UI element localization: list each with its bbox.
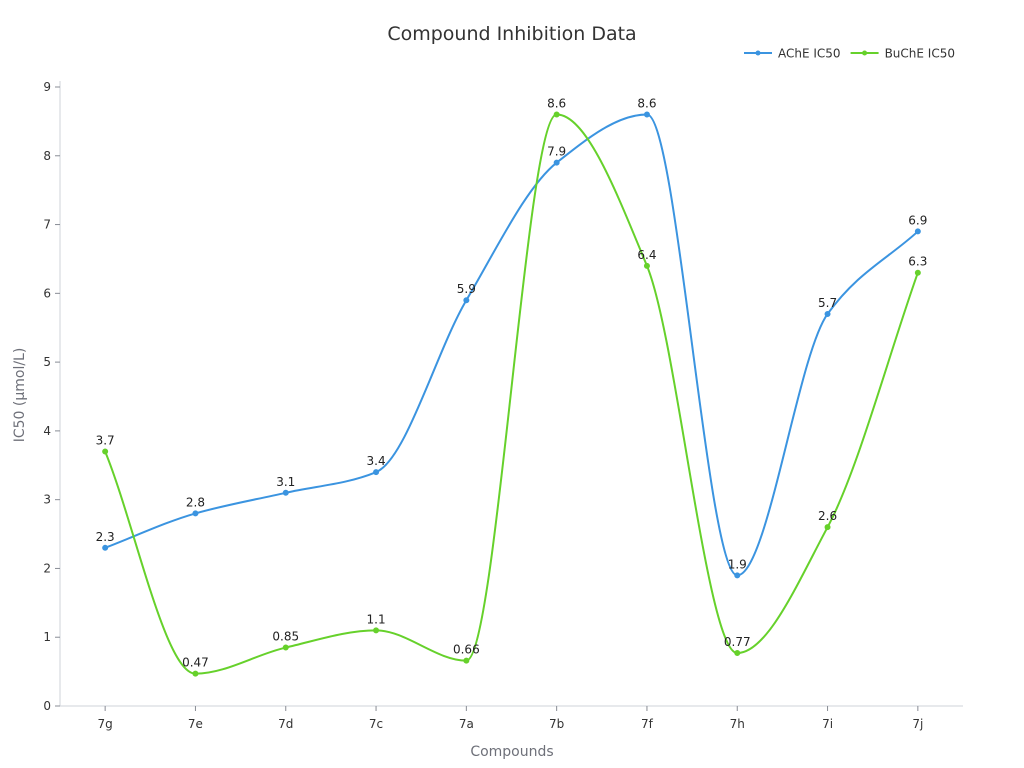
legend-label: AChE IC50	[778, 47, 841, 61]
buche-ic50-data-label: 0.85	[272, 630, 299, 644]
y-axis-title: IC50 (μmol/L)	[12, 348, 28, 443]
ache-ic50-point[interactable]	[282, 489, 289, 496]
x-tick-label: 7d	[278, 717, 293, 731]
data-labels-layer: 2.3 2.8 3.1 3.4 5.9 7.9 8.6 1.9 5.7 6.9 3.7 0.47 0.8…	[96, 97, 928, 670]
x-tick-label: 7h	[730, 717, 745, 731]
y-tick-label: 6	[43, 286, 51, 300]
y-tick-label: 3	[43, 493, 51, 507]
axes: 0 1 2 3 4 5 6 7 8 9 7g 7e 7d 7c 7a 7b 7f 7h 7i 7j	[43, 80, 963, 731]
buche-ic50-point[interactable]	[734, 650, 741, 657]
buche-ic50-point[interactable]	[102, 448, 109, 455]
y-tick-label: 1	[43, 630, 51, 644]
ache-ic50-point[interactable]	[553, 159, 560, 166]
buche-ic50-data-label: 0.47	[182, 656, 209, 670]
buche-ic50-data-label: 0.66	[453, 643, 480, 657]
x-tick-label: 7g	[98, 717, 113, 731]
x-axis-title: Compounds	[470, 744, 553, 760]
series-layer	[102, 111, 921, 677]
ache-ic50-data-label: 7.9	[547, 145, 566, 159]
ache-ic50-point[interactable]	[373, 469, 380, 476]
buche-ic50-point[interactable]	[463, 657, 470, 664]
x-tick-label: 7i	[822, 717, 833, 731]
ache-ic50-point[interactable]	[824, 310, 831, 317]
chart-title: Compound Inhibition Data	[387, 23, 636, 45]
legend-label: BuChE IC50	[885, 47, 955, 61]
ache-ic50-point[interactable]	[192, 510, 199, 517]
ache-ic50-data-label: 6.9	[908, 213, 927, 227]
ache-ic50-data-label: 8.6	[637, 97, 656, 111]
buche-ic50-data-label: 6.3	[908, 255, 927, 269]
x-tick-label: 7c	[369, 717, 383, 731]
ache-ic50-point[interactable]	[102, 544, 109, 551]
buche-ic50-point[interactable]	[373, 627, 380, 634]
y-tick-label: 9	[43, 80, 51, 94]
ache-ic50-line	[104, 113, 919, 577]
legend-swatch-point	[862, 50, 868, 56]
legend-swatch-point	[755, 50, 761, 56]
buche-ic50-line	[104, 113, 919, 675]
y-tick-label: 7	[43, 218, 51, 232]
buche-ic50-data-label: 8.6	[547, 97, 566, 111]
ache-ic50-data-label: 3.1	[276, 475, 295, 489]
ache-ic50-data-label: 1.9	[728, 557, 747, 571]
ache-ic50-data-label: 2.8	[186, 495, 205, 509]
x-tick-label: 7j	[912, 717, 923, 731]
x-tick-label: 7f	[641, 717, 654, 731]
ache-ic50-point[interactable]	[643, 111, 650, 118]
buche-ic50-data-label: 6.4	[637, 248, 656, 262]
legend[interactable]: AChE IC50 BuChE IC50	[744, 47, 955, 61]
ache-ic50-data-label: 2.3	[96, 530, 115, 544]
buche-ic50-point[interactable]	[282, 644, 289, 651]
buche-ic50-point[interactable]	[192, 670, 199, 677]
buche-ic50-data-label: 3.7	[96, 434, 115, 448]
buche-ic50-data-label: 0.77	[724, 635, 751, 649]
y-tick-label: 5	[43, 355, 51, 369]
ache-ic50-data-label: 5.7	[818, 296, 837, 310]
ache-ic50-data-label: 3.4	[367, 454, 386, 468]
buche-ic50-point[interactable]	[643, 262, 650, 269]
y-tick-label: 0	[43, 699, 51, 713]
x-tick-label: 7a	[459, 717, 474, 731]
buche-ic50-data-label: 2.6	[818, 509, 837, 523]
ache-ic50-point[interactable]	[734, 572, 741, 579]
ache-ic50-data-label: 5.9	[457, 282, 476, 296]
legend-item-ache-ic50[interactable]: AChE IC50	[744, 47, 841, 61]
y-tick-label: 8	[43, 149, 51, 163]
buche-ic50-point[interactable]	[824, 524, 831, 531]
buche-ic50-point[interactable]	[553, 111, 560, 118]
x-tick-label: 7e	[188, 717, 203, 731]
legend-item-buche-ic50[interactable]: BuChE IC50	[850, 47, 955, 61]
y-tick-label: 2	[43, 561, 51, 575]
ache-ic50-point[interactable]	[914, 228, 921, 235]
x-tick-label: 7b	[549, 717, 564, 731]
ache-ic50-point[interactable]	[463, 297, 470, 304]
y-tick-label: 4	[43, 424, 51, 438]
buche-ic50-point[interactable]	[914, 269, 921, 276]
buche-ic50-data-label: 1.1	[367, 612, 386, 626]
